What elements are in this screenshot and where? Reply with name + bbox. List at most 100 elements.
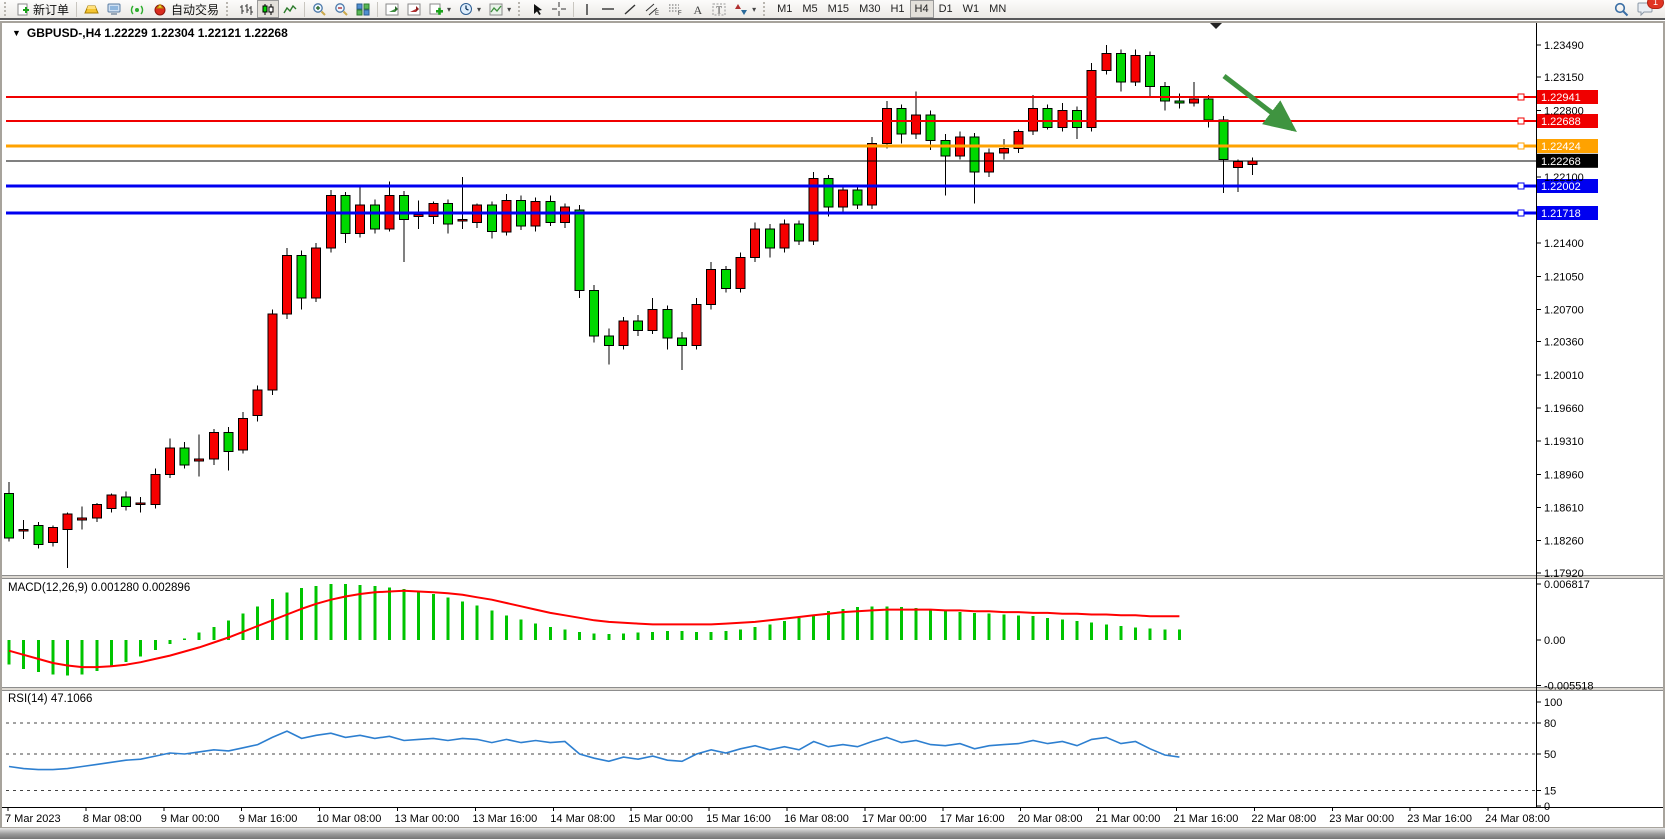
chart-shift-marker[interactable]	[1210, 23, 1222, 29]
timeframe-mn[interactable]: MN	[984, 0, 1011, 18]
notification-badge[interactable]: 1	[1647, 0, 1664, 9]
timeframe-h4[interactable]: H4	[909, 0, 934, 18]
candle	[369, 204, 380, 230]
tile-windows-button[interactable]	[352, 0, 374, 18]
level-handle[interactable]	[1517, 117, 1525, 125]
symbol-dropdown-icon[interactable]: ▼	[12, 28, 21, 38]
chevron-down-icon: ▾	[477, 4, 482, 14]
candle	[720, 269, 731, 290]
timeframe-w1[interactable]: W1	[958, 0, 985, 18]
candle	[1028, 108, 1039, 132]
candle	[603, 335, 614, 346]
timeframe-m30[interactable]: M30	[854, 0, 885, 18]
chevron-down-icon: ▾	[507, 4, 512, 14]
toolbar-grip[interactable]	[4, 2, 10, 16]
candle	[808, 178, 819, 242]
candle	[750, 228, 761, 258]
time-axis-label: 20 Mar 08:00	[1018, 813, 1083, 825]
periods-icon	[460, 3, 473, 15]
candle	[194, 458, 205, 462]
splitter-macd-rsi[interactable]	[0, 687, 1665, 691]
candle	[106, 494, 117, 510]
candle	[457, 218, 468, 222]
vertical-line-button[interactable]	[577, 0, 597, 18]
add-indicator-button[interactable]: ▾	[425, 0, 455, 18]
candlestick-chart-button[interactable]	[257, 0, 280, 18]
svg-text:A: A	[694, 3, 703, 16]
level-handle[interactable]	[1517, 209, 1525, 217]
candle	[355, 204, 366, 235]
level-price-text: 1.21718	[1541, 208, 1581, 220]
trendline-button[interactable]	[619, 0, 641, 18]
candle	[252, 389, 263, 417]
candle	[1086, 70, 1097, 128]
candle	[559, 206, 570, 223]
candles[interactable]	[4, 45, 1258, 569]
signal-button[interactable]	[126, 0, 149, 18]
arrows-button[interactable]: ▾	[730, 0, 760, 18]
trend-arrow-annotation[interactable]	[1222, 74, 1297, 133]
candle	[325, 195, 336, 249]
level-handle[interactable]	[1517, 142, 1525, 150]
line-chart-button[interactable]	[279, 0, 301, 18]
toolbar-grip[interactable]	[763, 2, 769, 16]
chevron-down-icon: ▾	[447, 4, 452, 14]
auto-trading-button[interactable]: 自动交易	[149, 0, 223, 18]
zoom-out-button[interactable]	[330, 0, 352, 18]
rsi-line	[8, 730, 1180, 771]
price-axis-tick: 1.21050	[1544, 271, 1584, 283]
toolbar-grip[interactable]	[226, 2, 232, 16]
zoom-in-button[interactable]	[308, 0, 330, 18]
auto-scroll-button[interactable]	[381, 0, 403, 18]
fibonacci-button[interactable]: F	[664, 0, 687, 18]
timeframe-h1[interactable]: H1	[885, 0, 909, 18]
candle	[925, 114, 936, 142]
time-axis-label: 13 Mar 16:00	[472, 813, 537, 825]
terminal-button[interactable]	[103, 0, 126, 18]
text-button[interactable]: A	[687, 0, 708, 18]
rsi-axis-tick: 80	[1544, 718, 1556, 730]
candle	[135, 502, 146, 505]
time-axis-label: 17 Mar 00:00	[862, 813, 927, 825]
channel-icon: E	[645, 3, 659, 16]
candle	[618, 320, 629, 346]
macd-histogram	[7, 584, 1181, 676]
candle	[296, 254, 307, 299]
terminal-icon	[107, 3, 121, 15]
level-price-tag	[1537, 90, 1598, 104]
periods-button[interactable]: ▾	[455, 0, 485, 18]
candle	[1218, 119, 1229, 161]
crosshair-button[interactable]	[548, 0, 570, 18]
templates-button[interactable]: ▾	[485, 0, 515, 18]
level-price-tag	[1537, 114, 1598, 128]
gold-bar-button[interactable]	[80, 0, 103, 18]
timeframe-m15[interactable]: M15	[823, 0, 854, 18]
chart-shift-button[interactable]	[403, 0, 425, 18]
candle	[238, 418, 249, 451]
level-handle[interactable]	[1517, 182, 1525, 190]
candle	[1013, 130, 1024, 149]
new-order-button[interactable]: 新订单	[13, 0, 73, 18]
text-label-button[interactable]: T	[708, 0, 730, 18]
horizontal-line-icon	[602, 8, 615, 10]
timeframe-m5[interactable]: M5	[797, 0, 822, 18]
separator	[573, 1, 575, 17]
search-button[interactable]	[1610, 0, 1633, 18]
candle	[1130, 54, 1141, 83]
candle	[1072, 109, 1082, 129]
candle	[4, 492, 14, 539]
timeframe-m1[interactable]: M1	[772, 0, 797, 18]
toolbar-grip[interactable]	[518, 2, 524, 16]
rsi-axis-tick: 100	[1544, 697, 1562, 709]
splitter-main-macd[interactable]	[0, 575, 1665, 579]
bar-chart-button[interactable]	[235, 0, 257, 18]
channel-button[interactable]: E	[641, 0, 664, 18]
cursor-button[interactable]	[527, 0, 548, 18]
level-handle[interactable]	[1517, 93, 1525, 101]
svg-text:T: T	[716, 5, 722, 16]
time-axis-label: 17 Mar 16:00	[940, 813, 1005, 825]
timeframe-d1[interactable]: D1	[934, 0, 958, 18]
horizontal-line-button[interactable]	[597, 0, 619, 18]
candle	[823, 178, 834, 208]
